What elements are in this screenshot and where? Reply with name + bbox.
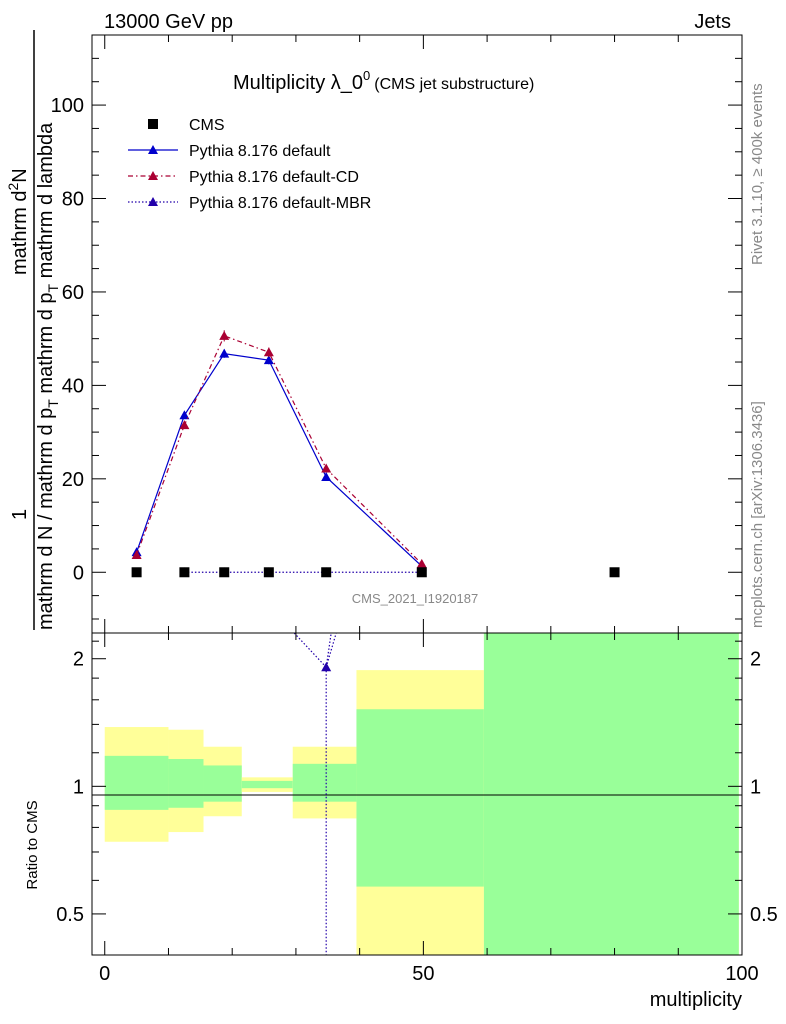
ratio-band-green [104, 755, 169, 810]
main-y-tick-label: 40 [62, 375, 84, 397]
analysis-id-label: CMS_2021_I1920187 [352, 591, 479, 606]
series-line-0 [136, 352, 423, 567]
ratio-y-tick-label-right: 0.5 [750, 904, 778, 926]
series-line-1 [136, 335, 423, 565]
ratio-y-tick-label-left: 1 [73, 776, 84, 798]
main-ticks: 0 20 40 60 80 100 [51, 35, 743, 633]
ratio-band-green [483, 633, 739, 955]
ratio-mbr-line [325, 632, 332, 668]
ratio-frame [91, 632, 743, 956]
cms-markers [131, 567, 620, 578]
series-point-1 [179, 420, 190, 430]
legend: CMS Pythia 8.176 default Pythia 8.176 defa… [128, 117, 371, 212]
mcplots-source-label: mcplots.cern.ch [arXiv:1306.3436] [749, 401, 766, 628]
energy-label: 13000 GeV pp [104, 11, 233, 33]
series-point-1 [219, 330, 230, 340]
cms-point [219, 567, 230, 578]
main-y-tick-label: 60 [62, 282, 84, 304]
ratio-ticks: 0.5 0.5 1 1 2 2 0 50 100 [56, 633, 778, 985]
ratio-ylabel: Ratio to CMS [24, 800, 41, 889]
x-tick-label: 0 [99, 963, 110, 985]
main-y-tick-label: 100 [51, 95, 84, 117]
series-point-0 [219, 348, 230, 358]
ratio-y-tick-label-right: 2 [750, 649, 761, 671]
category-label: Jets [694, 11, 731, 33]
series-point-1 [131, 549, 142, 559]
series-point-1 [263, 347, 274, 357]
legend-label: Pythia 8.176 default-CD [189, 169, 359, 186]
x-tick-label: 100 [725, 963, 758, 985]
cms-point [321, 567, 332, 578]
main-y-tick-label: 20 [62, 469, 84, 491]
ratio-y-tick-label-left: 2 [73, 649, 84, 671]
series-point-0 [263, 355, 274, 365]
series-point-1 [416, 558, 427, 568]
ratio-series [293, 632, 337, 955]
legend-label: Pythia 8.176 default [189, 143, 331, 160]
legend-label: CMS [189, 117, 225, 134]
ratio-y-tick-label-right: 1 [750, 776, 761, 798]
main-ylabel: mathrm d N / mathrm d pT mathrm d pT mat… [5, 30, 61, 630]
main-y-tick-label: 80 [62, 189, 84, 211]
svg-text:mathrm d2N: mathrm d2N [5, 168, 31, 275]
ratio-mbr-line [325, 632, 337, 668]
rivet-version-label: Rivet 3.1.10, ≥ 400k events [749, 83, 766, 265]
x-axis-label: multiplicity [650, 989, 742, 1011]
legend-marker [148, 171, 158, 180]
ratio-y-tick-label-left: 0.5 [56, 904, 84, 926]
legend-label: Pythia 8.176 default-MBR [189, 195, 371, 212]
ratio-mbr-point [321, 662, 332, 672]
plot-title: Multiplicity λ_00(CMS jet substructure) [233, 68, 534, 94]
cms-point [179, 567, 190, 578]
ratio-band-green [292, 763, 357, 802]
cms-point [131, 567, 142, 578]
ratio-mbr-line [293, 632, 327, 668]
series-point-0 [321, 471, 332, 481]
svg-text:1: 1 [9, 509, 31, 520]
legend-marker [148, 197, 158, 206]
cms-point [609, 567, 620, 578]
ratio-band-green [168, 759, 204, 808]
x-tick-label: 50 [412, 963, 434, 985]
svg-text:mathrm d N / mathrm d pT mathr: mathrm d N / mathrm d pT mathrm d pT mat… [35, 122, 61, 630]
main-series [131, 330, 427, 577]
legend-marker-cms [148, 119, 158, 129]
ratio-band-green [356, 709, 484, 887]
main-y-tick-label: 0 [73, 562, 84, 584]
cms-point [263, 567, 274, 578]
ratio-band-green [241, 780, 293, 789]
ratio-bands [104, 633, 739, 955]
cms-point [416, 567, 427, 578]
ratio-band-green [203, 765, 242, 802]
legend-marker [148, 145, 158, 154]
ratio-panel: 0.5 0.5 1 1 2 2 0 50 100 [56, 632, 778, 985]
series-point-0 [179, 410, 190, 420]
series-point-1 [321, 463, 332, 473]
